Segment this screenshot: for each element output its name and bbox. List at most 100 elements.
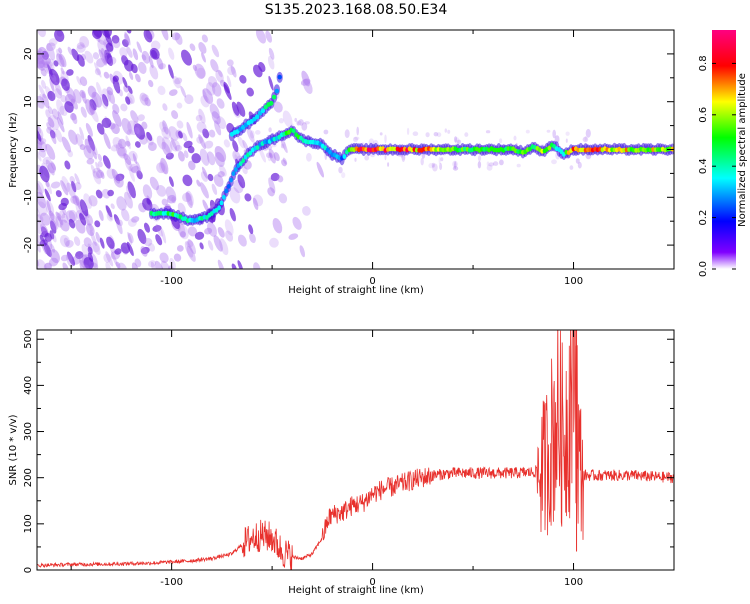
noise-blob [444,128,447,133]
x-tick-label: 100 [564,276,583,287]
noise-blob [69,176,76,184]
noise-blob [186,190,194,206]
noise-blob [160,260,171,269]
noise-blob [217,171,225,178]
noise-blob [107,90,116,105]
noise-blob [230,65,237,78]
noise-blob [280,143,284,149]
noise-blob [83,145,94,160]
noise-blob [37,128,42,142]
noise-blob [55,211,62,222]
noise-blob [49,249,60,264]
noise-blob [147,142,157,151]
noise-blob [49,129,56,139]
noise-blob [115,218,123,235]
noise-blob [54,30,65,42]
noise-blob [88,195,98,207]
noise-blob [354,136,360,140]
y-tick-label: 200 [23,468,34,487]
noise-blob [52,108,60,120]
noise-blob [492,161,499,166]
noise-blob [146,131,153,141]
noise-blob [187,238,197,255]
noise-blob [174,144,182,152]
noise-blob [41,79,46,89]
noise-blob [55,190,62,198]
noise-blob [37,201,48,216]
noise-blob [141,121,148,130]
noise-blob [56,116,65,133]
y-tick-label: 20 [23,48,34,61]
noise-blob [75,251,84,260]
noise-blob [51,74,57,82]
noise-blob [401,155,406,161]
y-tick-label: 100 [23,514,34,533]
noise-blob [202,128,210,139]
noise-blob [168,126,179,141]
noise-blob [79,126,85,141]
noise-blob [148,55,154,69]
noise-blob [53,60,59,67]
noise-blob [206,82,216,96]
noise-blob [165,186,177,202]
noise-blob [268,127,272,133]
noise-blob [80,106,87,118]
noise-blob [98,209,104,222]
noise-blob [176,120,184,129]
noise-blob [182,192,192,203]
noise-blob [273,101,283,113]
noise-blob [244,193,252,202]
noise-blob [225,230,234,242]
noise-blob [182,174,193,187]
noise-blob [551,159,557,165]
noise-blob [79,36,90,48]
noise-blob [47,117,55,128]
noise-blob [45,42,56,52]
noise-blob [61,176,70,192]
noise-blob [128,166,135,182]
snr-line-layer [37,330,674,570]
noise-blob [194,231,205,240]
noise-blob [158,161,168,174]
noise-blob [565,131,570,136]
noise-blob [160,227,167,244]
noise-blob [86,158,95,165]
noise-blob [299,245,306,258]
noise-blob [406,127,410,135]
noise-blob [92,30,102,40]
noise-blob [384,134,387,144]
noise-blob [121,208,130,222]
noise-blob [141,50,151,64]
noise-blob [37,57,46,69]
noise-blob [338,166,343,174]
noise-blob [143,30,153,43]
noise-blob [246,126,255,143]
noise-blob [452,160,458,168]
noise-blob [202,89,208,103]
ridge-cell [226,184,231,189]
noise-blob [47,162,57,174]
noise-blob [150,261,157,269]
noise-blob [43,242,52,257]
noise-blob [217,226,225,238]
x-tick-label: -100 [160,276,183,287]
noise-blob [59,234,71,248]
noise-blob [248,224,254,235]
noise-blob [79,76,88,87]
noise-blob [232,150,241,163]
noise-blob [103,253,111,263]
noise-blob [267,55,275,70]
noise-blob [301,122,308,131]
noise-blob [207,222,217,237]
noise-blob [95,169,105,179]
noise-blob [172,76,181,89]
noise-blob [37,95,45,109]
branch-cell [277,74,282,80]
noise-blob [200,171,208,182]
noise-blob [107,189,114,197]
noise-blob [207,75,218,88]
noise-blob [84,50,94,64]
